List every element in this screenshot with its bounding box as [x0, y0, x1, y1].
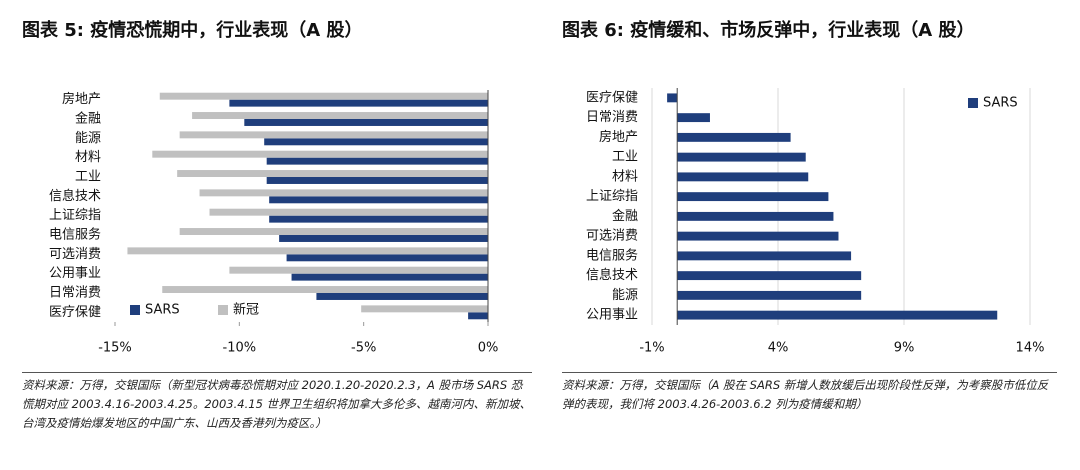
legend-label: 新冠: [233, 302, 259, 318]
bar: [179, 131, 489, 139]
y-tick-label: 上证综指: [586, 189, 638, 204]
bar: [269, 215, 488, 223]
x-tick-label: -1%: [639, 341, 664, 356]
bar: [677, 310, 998, 320]
x-tick-label: -5%: [351, 341, 376, 356]
chart-title: 图表 5: 疫情恐慌期中，行业表现（A 股）: [22, 20, 363, 41]
y-tick-label: 材料: [612, 169, 638, 184]
bar: [677, 192, 829, 202]
bar: [667, 93, 678, 103]
bar: [286, 254, 488, 262]
y-tick-label: 房地产: [599, 129, 638, 145]
bar: [316, 293, 488, 300]
y-tick-label: 工业: [75, 170, 101, 185]
bar: [266, 177, 488, 184]
legend-swatch: [968, 98, 978, 108]
bar: [468, 312, 488, 320]
legend-label: SARS: [145, 303, 180, 318]
bar: [127, 247, 488, 255]
source-note: 资料来源：万得，交银国际（A 股在 SARS 新增人数放缓后出现阶段性反弹，为考…: [562, 372, 1057, 414]
y-tick-label: 电信服务: [586, 247, 638, 263]
bar: [192, 112, 488, 119]
legend-swatch: [130, 305, 140, 315]
y-tick-label: 能源: [612, 288, 638, 303]
bar: [264, 138, 488, 146]
legend-label: SARS: [983, 96, 1018, 111]
bar: [291, 273, 488, 281]
bar: [162, 286, 488, 293]
y-tick-label: 公用事业: [586, 308, 638, 323]
y-tick-label: 工业: [612, 150, 638, 165]
bar: [177, 170, 488, 177]
source-note: 资料来源：万得，交银国际（新型冠状病毒恐慌期对应 2020.1.20-2020.…: [22, 372, 532, 433]
y-tick-label: 日常消费: [586, 110, 638, 125]
legend-swatch: [218, 305, 228, 315]
bar: [199, 189, 488, 197]
bar: [279, 235, 488, 242]
y-tick-label: 可选消费: [586, 229, 638, 244]
bar: [229, 266, 489, 274]
y-tick-label: 可选消费: [49, 247, 101, 262]
x-tick-label: -10%: [223, 341, 257, 356]
bar: [179, 228, 489, 235]
y-tick-label: 上证综指: [49, 208, 101, 223]
y-tick-label: 房地产: [62, 91, 101, 107]
bar: [677, 132, 791, 142]
bar: [677, 231, 839, 241]
x-tick-label: 14%: [1016, 341, 1045, 356]
bar: [269, 196, 488, 204]
y-tick-label: 医疗保健: [586, 90, 638, 105]
bar: [677, 251, 852, 261]
bar: [677, 152, 806, 162]
bar: [677, 211, 834, 221]
bar: [677, 290, 862, 300]
y-tick-label: 医疗保健: [49, 305, 101, 320]
x-tick-label: -15%: [98, 341, 132, 356]
bar: [209, 208, 488, 216]
y-tick-label: 材料: [75, 150, 101, 165]
y-tick-label: 信息技术: [49, 188, 101, 204]
bar: [152, 150, 489, 158]
bar: [677, 113, 710, 123]
x-tick-label: 4%: [768, 341, 789, 356]
chart-title: 图表 6: 疫情缓和、市场反弹中，行业表现（A 股）: [562, 20, 975, 41]
y-tick-label: 公用事业: [49, 266, 101, 281]
bar: [361, 305, 488, 313]
y-tick-label: 日常消费: [49, 286, 101, 301]
bar: [244, 119, 488, 126]
bar: [229, 99, 489, 107]
bar: [266, 157, 488, 165]
bar: [159, 92, 488, 100]
y-tick-label: 金融: [75, 111, 101, 127]
x-tick-label: 9%: [894, 341, 915, 356]
y-tick-label: 金融: [612, 208, 638, 224]
bar: [677, 271, 862, 281]
y-tick-label: 信息技术: [586, 267, 638, 283]
y-tick-label: 电信服务: [49, 227, 101, 243]
bar: [677, 172, 809, 182]
y-tick-label: 能源: [75, 131, 101, 146]
x-tick-label: 0%: [478, 341, 499, 356]
